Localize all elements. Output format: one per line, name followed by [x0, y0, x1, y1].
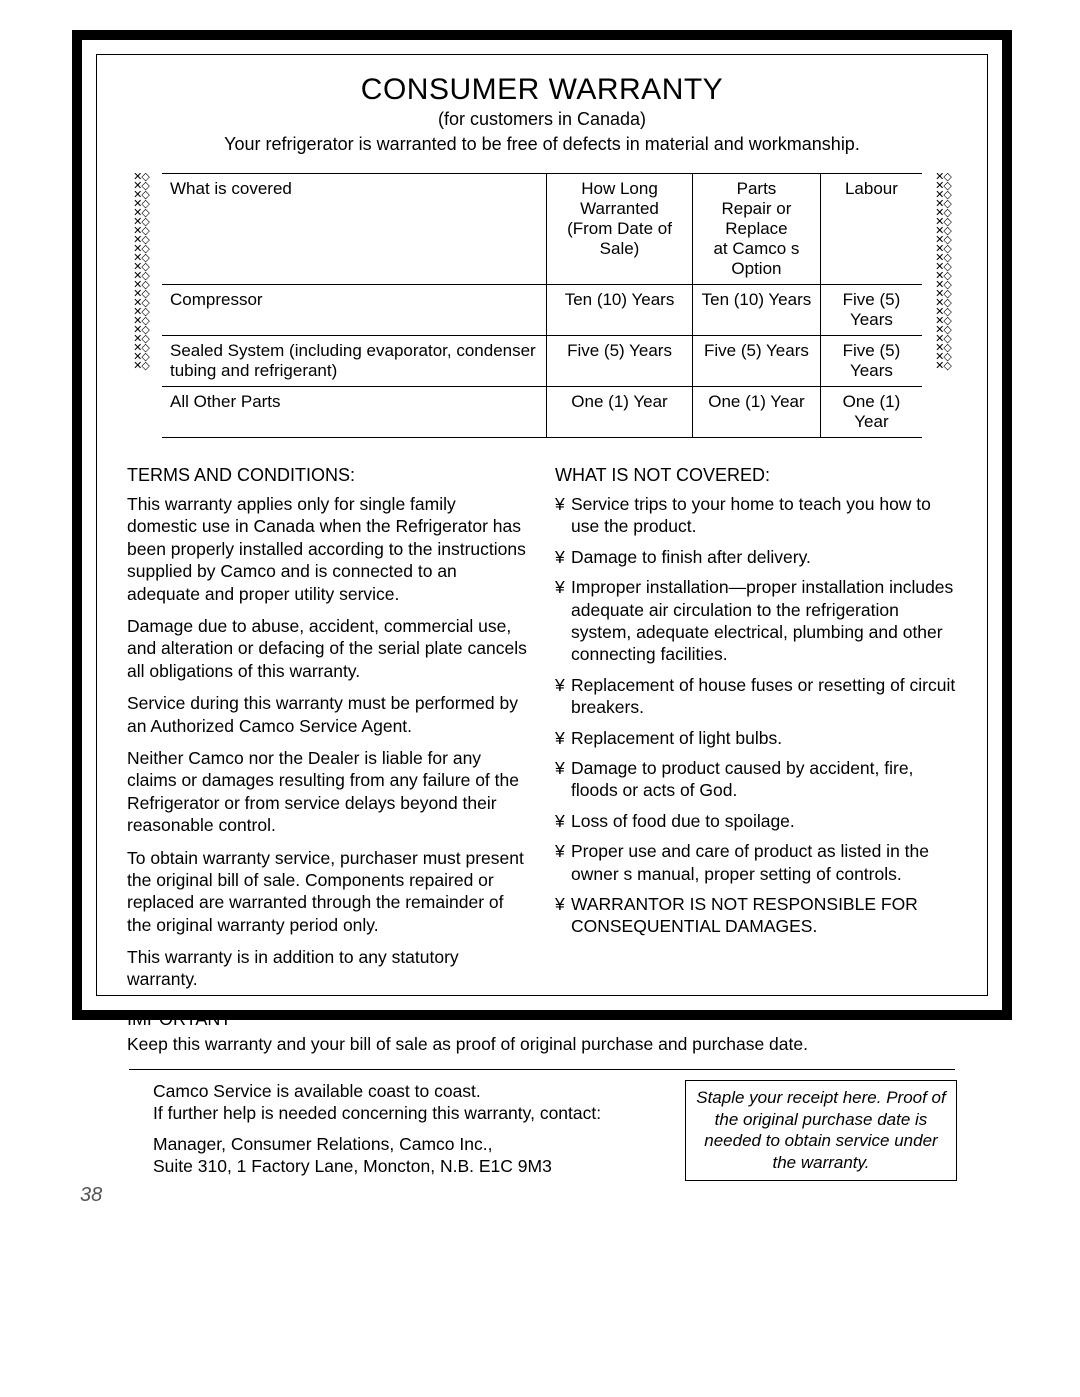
list-item: Proper use and care of product as listed… — [555, 840, 957, 885]
table-header: How Long Warranted(From Date of Sale) — [547, 174, 693, 285]
table-row: CompressorTen (10) YearsTen (10) YearsFi… — [162, 285, 922, 336]
table-cell: Ten (10) Years — [547, 285, 693, 336]
list-item: Replacement of house fuses or resetting … — [555, 674, 957, 719]
table-cell: All Other Parts — [162, 387, 547, 438]
table-row: All Other PartsOne (1) YearOne (1) YearO… — [162, 387, 922, 438]
inner-frame: CONSUMER WARRANTY (for customers in Cana… — [96, 54, 988, 996]
warranty-table: What is coveredHow Long Warranted(From D… — [162, 173, 922, 438]
table-cell: Five (5) Years — [820, 285, 922, 336]
terms-paragraph: Neither Camco nor the Dealer is liable f… — [127, 747, 529, 837]
divider — [129, 1069, 955, 1070]
ornament-left: ✕◇✕◇✕◇✕◇✕◇✕◇✕◇✕◇✕◇✕◇✕◇✕◇✕◇✕◇✕◇✕◇✕◇✕◇✕◇✕◇… — [130, 173, 152, 401]
page-title: CONSUMER WARRANTY — [127, 73, 957, 107]
list-item: Loss of food due to spoilage. — [555, 810, 957, 832]
table-cell: Compressor — [162, 285, 547, 336]
page-number: 38 — [80, 1184, 102, 1207]
footer-address: Manager, Consumer Relations, Camco Inc.,… — [153, 1133, 667, 1178]
not-covered-column: WHAT IS NOT COVERED: Service trips to yo… — [555, 464, 957, 1001]
table-cell: Five (5) Years — [693, 336, 821, 387]
terms-paragraph: This warranty applies only for single fa… — [127, 493, 529, 605]
intro-text: Your refrigerator is warranted to be fre… — [127, 134, 957, 155]
not-covered-heading: WHAT IS NOT COVERED: — [555, 464, 957, 487]
ornament-right: ✕◇✕◇✕◇✕◇✕◇✕◇✕◇✕◇✕◇✕◇✕◇✕◇✕◇✕◇✕◇✕◇✕◇✕◇✕◇✕◇… — [932, 173, 954, 401]
table-cell: Ten (10) Years — [693, 285, 821, 336]
subtitle: (for customers in Canada) — [127, 109, 957, 130]
important-heading: IMPORTANT — [127, 1009, 957, 1030]
list-item: Service trips to your home to teach you … — [555, 493, 957, 538]
footer-left: Camco Service is available coast to coas… — [127, 1080, 667, 1186]
important-text: Keep this warranty and your bill of sale… — [127, 1034, 957, 1055]
table-header: Labour — [820, 174, 922, 285]
table-header: What is covered — [162, 174, 547, 285]
footer-service-line: Camco Service is available coast to coas… — [153, 1080, 667, 1125]
footer-row: Camco Service is available coast to coas… — [127, 1080, 957, 1186]
table-cell: Five (5) Years — [547, 336, 693, 387]
terms-heading: TERMS AND CONDITIONS: — [127, 464, 529, 487]
table-cell: Sealed System (including evaporator, con… — [162, 336, 547, 387]
list-item: Improper installation—proper installatio… — [555, 576, 957, 666]
receipt-box: Staple your receipt here. Proof of the o… — [685, 1080, 957, 1181]
list-item: WARRANTOR IS NOT RESPONSIBLE FOR CONSEQU… — [555, 893, 957, 938]
table-cell: One (1) Year — [820, 387, 922, 438]
terms-paragraph: Service during this warranty must be per… — [127, 692, 529, 737]
table-header: PartsRepair or Replaceat Camco s Option — [693, 174, 821, 285]
warranty-table-wrap: ✕◇✕◇✕◇✕◇✕◇✕◇✕◇✕◇✕◇✕◇✕◇✕◇✕◇✕◇✕◇✕◇✕◇✕◇✕◇✕◇… — [162, 173, 922, 438]
table-cell: One (1) Year — [547, 387, 693, 438]
not-covered-list: Service trips to your home to teach you … — [555, 493, 957, 938]
important-section: IMPORTANT Keep this warranty and your bi… — [127, 1009, 957, 1055]
table-cell: One (1) Year — [693, 387, 821, 438]
warranty-page: CONSUMER WARRANTY (for customers in Cana… — [72, 30, 1012, 1020]
terms-paragraph: To obtain warranty service, purchaser mu… — [127, 847, 529, 937]
terms-column: TERMS AND CONDITIONS: This warranty appl… — [127, 464, 529, 1001]
terms-paragraph: Damage due to abuse, accident, commercia… — [127, 615, 529, 682]
terms-paragraph: This warranty is in addition to any stat… — [127, 946, 529, 991]
list-item: Damage to finish after delivery. — [555, 546, 957, 568]
table-cell: Five (5) Years — [820, 336, 922, 387]
list-item: Damage to product caused by accident, fi… — [555, 757, 957, 802]
list-item: Replacement of light bulbs. — [555, 727, 957, 749]
table-row: Sealed System (including evaporator, con… — [162, 336, 922, 387]
two-column-section: TERMS AND CONDITIONS: This warranty appl… — [127, 464, 957, 1001]
